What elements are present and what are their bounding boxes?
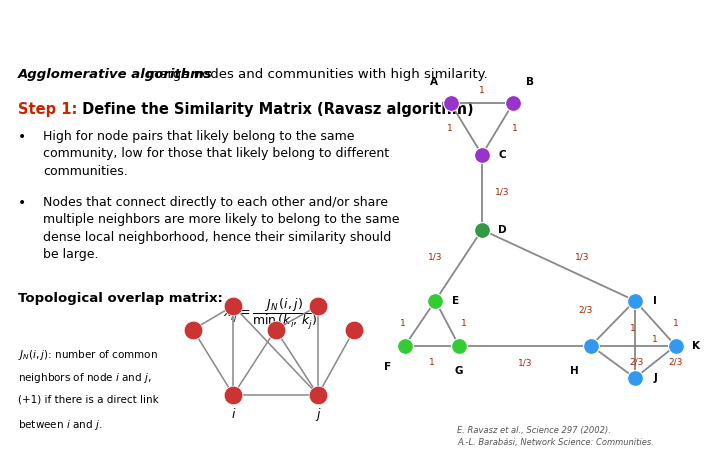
Point <box>476 226 487 234</box>
Point <box>399 342 410 349</box>
Text: •: • <box>18 196 26 210</box>
Point <box>585 342 597 349</box>
Text: 1: 1 <box>429 358 435 367</box>
Text: A: A <box>430 76 438 87</box>
Text: 2/3: 2/3 <box>579 306 593 315</box>
Text: neighbors of node $i$ and $j$,: neighbors of node $i$ and $j$, <box>18 371 152 385</box>
Text: between $i$ and $j$.: between $i$ and $j$. <box>18 418 102 432</box>
Text: $x^o_{ij} = \dfrac{J_N\,(i,j)}{\min\,(k_i,\,k_j)}$: $x^o_{ij} = \dfrac{J_N\,(i,j)}{\min\,(k_… <box>223 296 318 331</box>
Text: 1: 1 <box>400 319 406 328</box>
Text: 1: 1 <box>652 335 658 344</box>
Text: $j$: $j$ <box>315 406 321 423</box>
Point <box>270 326 282 333</box>
Text: 1: 1 <box>512 124 518 133</box>
Text: C: C <box>498 150 506 160</box>
Text: F: F <box>384 362 392 372</box>
Point <box>445 99 456 107</box>
Text: $i$: $i$ <box>230 407 236 421</box>
Point <box>348 326 360 333</box>
Point <box>430 297 441 304</box>
Text: G: G <box>455 366 463 377</box>
Point <box>228 302 239 310</box>
Point <box>454 342 465 349</box>
Point <box>629 374 641 382</box>
Text: E: E <box>452 296 459 306</box>
Point <box>187 326 199 333</box>
Text: High for node pairs that likely belong to the same
community, low for those that: High for node pairs that likely belong t… <box>43 130 390 178</box>
Text: 1: 1 <box>631 324 636 333</box>
Text: •: • <box>18 130 26 144</box>
Point <box>629 297 641 304</box>
Text: J: J <box>653 373 657 383</box>
Text: H: H <box>570 366 578 377</box>
Text: Step 1:: Step 1: <box>18 102 77 117</box>
Text: E. Ravasz et al., Science 297 (2002).: E. Ravasz et al., Science 297 (2002). <box>457 426 611 435</box>
Text: Agglomerative algorithms: Agglomerative algorithms <box>18 68 212 81</box>
Text: Nodes that connect directly to each other and/or share
multiple neighbors are mo: Nodes that connect directly to each othe… <box>43 196 400 261</box>
Text: 1: 1 <box>462 319 467 328</box>
Text: Section 4: Section 4 <box>11 16 105 34</box>
Text: 1/3: 1/3 <box>428 252 442 261</box>
Text: 1/3: 1/3 <box>518 358 532 367</box>
Text: 2/3: 2/3 <box>668 357 683 366</box>
Point <box>312 392 324 399</box>
Text: 1: 1 <box>672 319 678 328</box>
Point <box>670 342 681 349</box>
Text: Define the Similarity Matrix (Ravasz algorithm): Define the Similarity Matrix (Ravasz alg… <box>77 102 474 117</box>
Bar <box>217 0 222 50</box>
Text: 2/3: 2/3 <box>629 357 644 366</box>
Text: 1/3: 1/3 <box>495 188 510 197</box>
Text: B: B <box>526 76 534 87</box>
Text: D: D <box>498 225 507 235</box>
Text: Topological overlap matrix:: Topological overlap matrix: <box>18 292 223 305</box>
Point <box>228 392 239 399</box>
Text: $J_N(i,j)$: number of common: $J_N(i,j)$: number of common <box>18 348 158 362</box>
Text: (+1) if there is a direct link: (+1) if there is a direct link <box>18 394 158 405</box>
Text: A.-L. Barabási, Network Science: Communities.: A.-L. Barabási, Network Science: Communi… <box>457 438 654 447</box>
Text: 1/3: 1/3 <box>575 252 590 261</box>
Point <box>476 151 487 158</box>
Text: merge nodes and communities with high similarity.: merge nodes and communities with high si… <box>142 68 487 81</box>
Text: 1: 1 <box>446 124 452 133</box>
Point <box>508 99 519 107</box>
Point <box>312 302 324 310</box>
Text: I: I <box>653 296 657 306</box>
Text: 1: 1 <box>479 86 485 95</box>
Text: Agglomerative Algorithms: Agglomerative Algorithms <box>228 16 495 34</box>
Text: K: K <box>692 341 700 351</box>
